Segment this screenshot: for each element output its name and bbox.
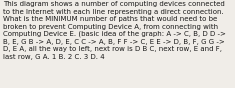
Text: This diagram shows a number of computing devices connected
to the Internet with : This diagram shows a number of computing… [3, 1, 226, 60]
